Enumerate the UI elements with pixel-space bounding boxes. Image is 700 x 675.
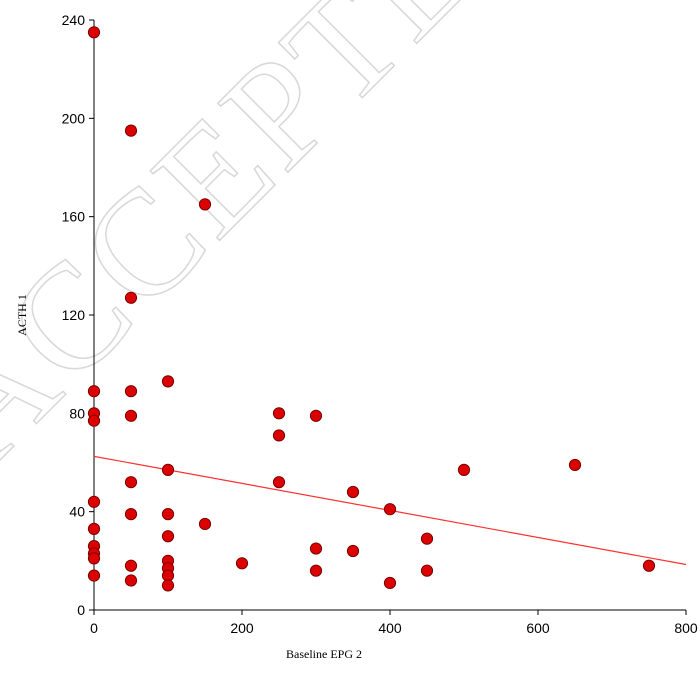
data-point xyxy=(87,569,101,582)
x-tick-label: 600 xyxy=(526,620,550,636)
data-point xyxy=(346,485,360,499)
axes: 0 40 80 120 160 200 240 0 200 400 600 800 xyxy=(62,12,698,636)
data-point xyxy=(383,576,397,590)
x-tick-label: 0 xyxy=(90,620,98,636)
data-point xyxy=(87,385,101,398)
x-tick-label: 200 xyxy=(230,620,254,636)
data-point xyxy=(124,409,138,422)
data-point xyxy=(161,530,175,543)
data-point xyxy=(161,463,175,476)
data-point xyxy=(309,542,323,555)
x-tick-label: 800 xyxy=(674,620,698,636)
data-point xyxy=(124,559,138,572)
data-point xyxy=(568,458,582,472)
data-point xyxy=(642,559,656,572)
y-tick-label: 200 xyxy=(62,110,86,126)
x-tick-label: 400 xyxy=(378,620,402,636)
data-point xyxy=(272,407,286,420)
data-point xyxy=(235,557,249,570)
data-point xyxy=(198,198,212,211)
data-point xyxy=(161,579,175,592)
data-point xyxy=(124,291,138,304)
y-tick-label: 80 xyxy=(69,405,85,421)
data-points xyxy=(87,26,656,592)
data-point xyxy=(124,508,138,521)
data-point xyxy=(124,476,138,489)
data-point xyxy=(87,414,101,427)
x-axis-label: Baseline EPG 2 xyxy=(286,647,362,661)
y-tick-label: 40 xyxy=(69,504,85,520)
data-point xyxy=(87,552,101,565)
y-axis-label: ACTH 1 xyxy=(15,294,29,336)
data-point xyxy=(346,544,360,558)
data-point xyxy=(124,124,138,137)
data-point xyxy=(272,476,286,489)
data-point xyxy=(457,463,471,476)
data-point xyxy=(309,564,323,577)
data-point xyxy=(420,532,434,545)
y-tick-label: 0 xyxy=(77,602,85,618)
data-point xyxy=(383,503,397,516)
data-point xyxy=(309,409,323,422)
data-point xyxy=(87,495,101,508)
data-point xyxy=(87,26,101,39)
data-point xyxy=(124,574,138,587)
data-point xyxy=(87,522,101,535)
data-point xyxy=(161,508,175,521)
data-point xyxy=(124,385,138,398)
y-tick-label: 160 xyxy=(62,209,86,225)
watermark: ACCEPTED xyxy=(0,0,585,494)
y-tick-label: 120 xyxy=(62,307,86,323)
data-point xyxy=(420,564,434,577)
data-point xyxy=(161,375,175,388)
data-point xyxy=(272,429,286,442)
data-point xyxy=(198,517,212,531)
y-tick-label: 240 xyxy=(62,12,86,28)
